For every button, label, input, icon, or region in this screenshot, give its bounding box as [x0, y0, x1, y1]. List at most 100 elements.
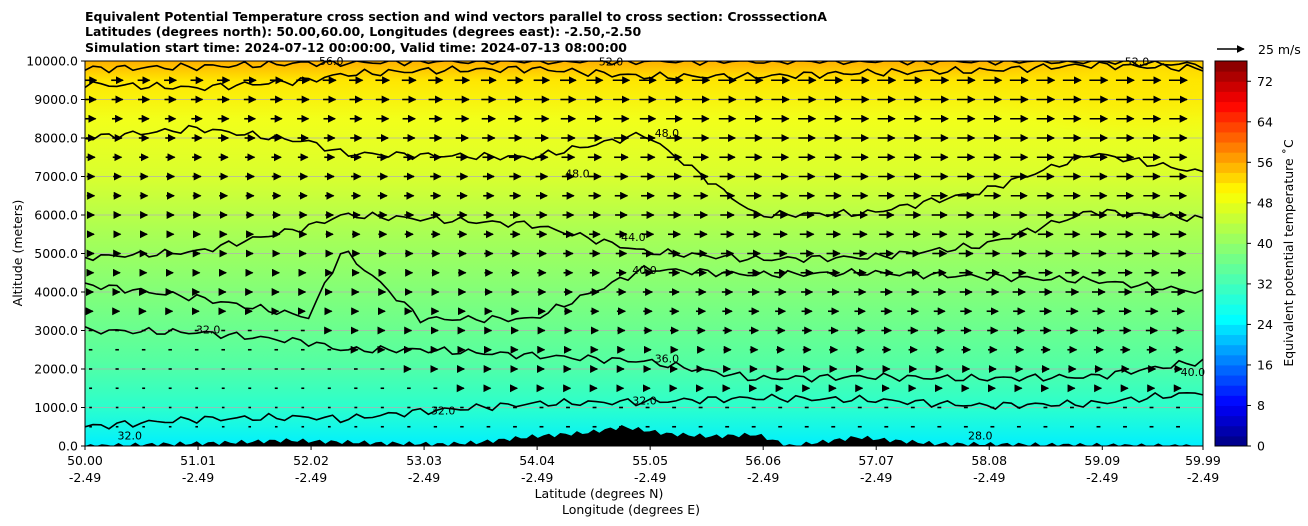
y-tick-label: 4000.0 — [34, 285, 78, 300]
colorbar-band — [1215, 385, 1247, 396]
x-tick-label-lon: -2.49 — [747, 470, 779, 485]
colorbar-band — [1215, 71, 1247, 82]
colorbar-label: Equivalent potential temperature ˚C — [1281, 139, 1296, 367]
colorbar: 0 8 16 24 32 40 48 56 64 72 — [1214, 60, 1273, 454]
colorbar-band — [1215, 142, 1247, 153]
y-tick-label: 1000.0 — [34, 400, 78, 415]
quiver-key-label: 25 m/s — [1258, 42, 1301, 57]
x-tick-label-lon: -2.49 — [1187, 470, 1219, 485]
x-tick-label-lon: -2.49 — [973, 470, 1005, 485]
chart-title: Equivalent Potential Temperature cross s… — [85, 9, 827, 55]
colorbar-band — [1215, 354, 1247, 366]
x-tick-label-lat: 54.04 — [519, 453, 555, 468]
colorbar-tick-label: 56 — [1257, 155, 1273, 170]
colorbar-tick-label: 24 — [1257, 317, 1273, 332]
colorbar-band — [1215, 101, 1247, 113]
x-tick-label-lat: 56.06 — [745, 453, 781, 468]
x-tick-label-lat: 50.00 — [67, 453, 103, 468]
colorbar-band — [1215, 435, 1247, 447]
contour-label: 28.0 — [968, 429, 993, 442]
title-line-1: Equivalent Potential Temperature cross s… — [85, 9, 827, 24]
colorbar-band — [1215, 314, 1247, 325]
contour-labels: 56.0 52.0 52.0 48.0 48.0 44.0 40.0 36.0 32.0 32.0… — [118, 55, 1206, 442]
x-tick-label-lon: -2.49 — [1086, 470, 1118, 485]
colorbar-frame — [1214, 60, 1248, 447]
x-tick-label-lat: 53.03 — [406, 453, 442, 468]
colorbar-band — [1215, 405, 1247, 417]
y-tick-label: 10000.0 — [26, 54, 78, 69]
x-axis-label-latitude: Latitude (degrees N) — [535, 486, 664, 501]
colorbar-band — [1215, 233, 1247, 244]
colorbar-band — [1215, 253, 1247, 265]
contour-32 — [85, 391, 1203, 430]
x-tick-label-lon: -2.49 — [69, 470, 101, 485]
colorbar-tick-label: 8 — [1257, 398, 1265, 413]
contour-52 — [85, 61, 1203, 92]
quiver-key: 25 m/s — [1217, 42, 1301, 57]
colorbar-band — [1215, 243, 1247, 254]
x-axis: 50.00 -2.49 51.01 -2.49 52.02 -2.49 53.03 -2.49… — [67, 446, 1221, 485]
colorbar-band — [1215, 294, 1247, 305]
y-tick-label: 7000.0 — [34, 169, 78, 184]
colorbar-band — [1215, 61, 1247, 72]
y-tick-label: 8000.0 — [34, 131, 78, 146]
y-axis-label: Altitude (meters) — [10, 200, 25, 307]
colorbar-tick-label: 32 — [1257, 276, 1273, 291]
colorbar-band — [1215, 334, 1247, 346]
colorbar-band — [1215, 425, 1247, 437]
colorbar-band — [1215, 395, 1247, 406]
colorbar-band — [1215, 152, 1247, 163]
colorbar-tick-label: 72 — [1257, 74, 1273, 89]
colorbar-band — [1215, 375, 1247, 386]
colorbar-band — [1215, 192, 1247, 204]
colorbar-band — [1215, 212, 1247, 224]
colorbar-tick-label: 0 — [1257, 439, 1265, 454]
colorbar-band — [1215, 81, 1247, 92]
colorbar-band — [1215, 324, 1247, 336]
colorbar-band — [1215, 223, 1247, 234]
contour-label: 32.0 — [196, 324, 221, 337]
colorbar-band — [1215, 263, 1247, 275]
x-tick-label-lon: -2.49 — [408, 470, 440, 485]
title-line-3: Simulation start time: 2024-07-12 00:00:… — [85, 40, 627, 55]
x-axis-label-longitude: Longitude (degrees E) — [562, 502, 700, 517]
colorbar-band — [1215, 273, 1247, 285]
colorbar-band — [1215, 283, 1247, 295]
x-tick-label-lat: 51.01 — [180, 453, 216, 468]
colorbar-tick-label: 40 — [1257, 236, 1273, 251]
contour-label: 40.0 — [632, 264, 657, 277]
colorbar-band — [1215, 364, 1247, 376]
title-line-2: Latitudes (degrees north): 50.00,60.00, … — [85, 24, 642, 39]
colorbar-tick-label: 64 — [1257, 114, 1273, 129]
contour-label: 48.0 — [565, 168, 590, 181]
colorbar-band — [1215, 162, 1247, 173]
contour-label: 36.0 — [655, 352, 680, 365]
y-tick-label: 6000.0 — [34, 208, 78, 223]
y-axis: 0.0 1000.0 2000.0 3000.0 4000.0 5000.0 6000.0 7… — [26, 54, 85, 454]
x-tick-label-lon: -2.49 — [860, 470, 892, 485]
colorbar-band — [1215, 172, 1247, 184]
y-tick-label: 5000.0 — [34, 246, 78, 261]
contour-label: 56.0 — [319, 55, 344, 68]
terrain — [85, 425, 1203, 446]
colorbar-band — [1215, 111, 1247, 123]
contour-label: 52.0 — [1125, 56, 1150, 69]
colorbar-band — [1215, 91, 1247, 103]
x-tick-label-lat: 55.05 — [632, 453, 668, 468]
colorbar-band — [1215, 131, 1247, 143]
x-tick-label-lat: 57.07 — [858, 453, 894, 468]
colorbar-band — [1215, 182, 1247, 194]
y-tick-label: 9000.0 — [34, 92, 78, 107]
contour-label: 48.0 — [655, 127, 680, 140]
colorbar-band — [1215, 121, 1247, 133]
x-tick-label-lat: 59.09 — [1084, 453, 1120, 468]
contour-label: 52.0 — [599, 56, 624, 69]
y-tick-label: 2000.0 — [34, 362, 78, 377]
plot-area: 56.0 52.0 52.0 48.0 48.0 44.0 40.0 36.0 32.0 32.0… — [84, 55, 1206, 447]
contour-label: 32.0 — [431, 404, 456, 417]
colorbar-band — [1215, 344, 1247, 356]
colorbar-band — [1215, 304, 1247, 315]
contour-label: 32.0 — [118, 429, 143, 442]
x-tick-label-lon: -2.49 — [295, 470, 327, 485]
